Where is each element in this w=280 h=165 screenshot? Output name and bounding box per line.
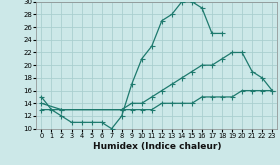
- X-axis label: Humidex (Indice chaleur): Humidex (Indice chaleur): [93, 142, 221, 151]
